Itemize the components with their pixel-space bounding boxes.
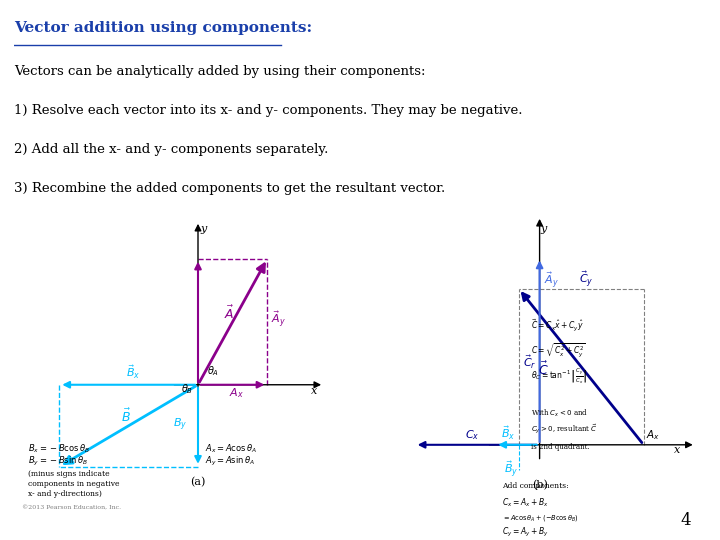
Text: $\vec{C}$: $\vec{C}$	[538, 360, 548, 377]
Text: $A_y = A\sin\theta_A$: $A_y = A\sin\theta_A$	[205, 455, 255, 468]
Text: With $C_x < 0$ and: With $C_x < 0$ and	[531, 408, 588, 419]
Text: $C_y > 0$, resultant $\vec{C}$: $C_y > 0$, resultant $\vec{C}$	[531, 423, 598, 437]
Text: 2) Add all the x- and y- components separately.: 2) Add all the x- and y- components sepa…	[14, 143, 329, 156]
Text: ©2013 Pearson Education, Inc.: ©2013 Pearson Education, Inc.	[22, 505, 121, 510]
Text: 3) Recombine the added components to get the resultant vector.: 3) Recombine the added components to get…	[14, 182, 446, 195]
Text: $C = \sqrt{C_x^2 + C_y^2}$: $C = \sqrt{C_x^2 + C_y^2}$	[531, 341, 586, 360]
Text: $\theta_B$: $\theta_B$	[181, 382, 194, 396]
Text: x: x	[311, 386, 317, 396]
Text: (a): (a)	[190, 477, 206, 488]
Text: $B_y = -B\sin\theta_B$: $B_y = -B\sin\theta_B$	[28, 455, 88, 468]
Text: $\vec{A}$: $\vec{A}$	[225, 305, 235, 322]
Text: $\vec{C} = C_x\hat{x} + C_y\hat{y}$: $\vec{C} = C_x\hat{x} + C_y\hat{y}$	[531, 318, 584, 333]
Text: $\vec{B}$: $\vec{B}$	[121, 408, 131, 425]
Text: $\vec{B}_y$: $\vec{B}_y$	[504, 460, 518, 480]
Text: (minus signs indicate: (minus signs indicate	[28, 470, 109, 478]
Text: 1) Resolve each vector into its x- and y- components. They may be negative.: 1) Resolve each vector into its x- and y…	[14, 104, 523, 117]
Text: is 2nd quadrant.: is 2nd quadrant.	[531, 443, 590, 451]
Text: $C_x = A_x + B_x$: $C_x = A_x + B_x$	[502, 496, 549, 509]
Text: $\theta_A$: $\theta_A$	[207, 364, 219, 379]
Text: y: y	[541, 224, 547, 234]
Text: $A_x$: $A_x$	[229, 386, 244, 400]
Text: $\vec{C}_y$: $\vec{C}_y$	[579, 271, 594, 291]
Text: $\vec{A}_y$: $\vec{A}_y$	[544, 271, 559, 292]
Text: $B_x = -B\cos\theta_B$: $B_x = -B\cos\theta_B$	[28, 443, 90, 455]
Text: y: y	[200, 225, 206, 234]
Text: $\vec{B}_x$: $\vec{B}_x$	[126, 363, 140, 381]
Text: $\vec{A}_y$: $\vec{A}_y$	[271, 310, 286, 330]
Text: $A_x$: $A_x$	[646, 429, 660, 442]
Text: x- and y-directions): x- and y-directions)	[28, 490, 102, 498]
Text: $\theta_C = \tan^{-1}\left|\frac{C_y}{C_x}\right|$: $\theta_C = \tan^{-1}\left|\frac{C_y}{C_…	[531, 366, 588, 386]
Text: (b): (b)	[531, 480, 547, 490]
Text: components in negative: components in negative	[28, 480, 120, 488]
Text: $C_x$: $C_x$	[464, 429, 479, 442]
Text: Vector addition using components:: Vector addition using components:	[14, 21, 312, 35]
Text: $B_y$: $B_y$	[173, 417, 187, 433]
Text: x: x	[674, 445, 680, 455]
Text: $\vec{B}_x$: $\vec{B}_x$	[500, 425, 515, 442]
Text: $A_x = A\cos\theta_A$: $A_x = A\cos\theta_A$	[205, 443, 257, 455]
Text: $C_y = A_y + B_y$: $C_y = A_y + B_y$	[502, 525, 549, 539]
Text: 4: 4	[680, 512, 691, 529]
Text: Vectors can be analytically added by using their components:: Vectors can be analytically added by usi…	[14, 65, 426, 78]
Text: $= A\cos\theta_A + (-B\cos\theta_B)$: $= A\cos\theta_A + (-B\cos\theta_B)$	[502, 513, 579, 523]
Text: Add components:: Add components:	[502, 482, 569, 490]
Text: $\vec{C}_r$: $\vec{C}_r$	[523, 353, 536, 370]
